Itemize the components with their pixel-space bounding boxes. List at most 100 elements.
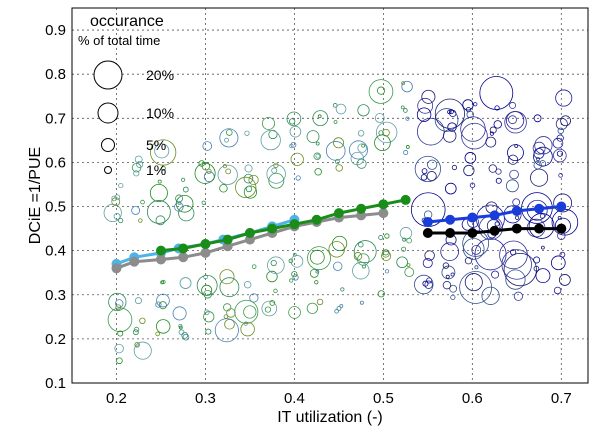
occurrence-bubble — [288, 306, 301, 319]
occurrence-bubble — [556, 134, 564, 142]
occurrence-bubble — [421, 168, 428, 175]
occurrence-bubble — [224, 318, 235, 330]
occurrence-bubble — [414, 274, 434, 295]
occurrence-bubble — [248, 174, 259, 186]
occurrence-bubble — [533, 161, 542, 170]
series-layer — [111, 194, 567, 274]
occurrence-bubble — [182, 333, 190, 341]
occurrence-bubble — [289, 125, 302, 138]
occurrence-bubble — [361, 264, 366, 269]
occurrence-bubble — [182, 186, 189, 193]
occurrence-bubble — [560, 115, 571, 127]
series-point — [222, 234, 233, 245]
occurrence-bubble — [499, 240, 528, 270]
y-tick-label: 0.2 — [45, 331, 66, 348]
occurrence-bubble — [131, 206, 141, 215]
occurrence-bubble — [540, 245, 545, 250]
x-tick-label: 0.3 — [195, 390, 216, 407]
occurrence-bubble — [134, 155, 143, 164]
occurrence-bubble — [269, 300, 276, 306]
occurrence-bubble — [155, 301, 162, 308]
occurrence-bubble — [314, 168, 322, 176]
occurrence-bubble — [205, 328, 212, 335]
occurrence-bubble — [219, 128, 239, 148]
y-tick-label: 0.9 — [45, 22, 66, 39]
occurrence-bubble — [118, 182, 124, 189]
legend: occurance % of total time 20% 10% 5% 1% — [78, 13, 174, 178]
occurrence-bubble — [357, 130, 365, 137]
occurrence-bubble — [442, 262, 450, 269]
occurrence-bubble — [178, 325, 183, 330]
occurrence-bubble — [359, 300, 364, 305]
legend-item-label: 1% — [146, 162, 166, 178]
occurrence-bubble — [240, 321, 255, 337]
x-axis-label: IT utilization (-) — [277, 409, 383, 426]
occurrence-bubble — [353, 240, 377, 263]
series-point — [534, 223, 545, 234]
occurrence-bubble — [447, 122, 457, 132]
occurrence-bubble — [134, 342, 140, 348]
occurrence-bubble — [295, 175, 301, 181]
occurrence-bubble — [508, 115, 517, 125]
series-point — [556, 223, 567, 234]
occurrence-bubble — [401, 246, 407, 252]
y-axis-label: DCiE =1/PUE — [27, 147, 44, 244]
series-point — [445, 214, 456, 225]
occurrence-bubble — [501, 249, 532, 280]
occurrence-bubble — [203, 289, 213, 299]
occurrence-bubble — [377, 290, 385, 298]
occurrence-bubble — [427, 159, 438, 170]
occurrence-bubble — [150, 139, 177, 166]
occurrence-bubble — [404, 267, 415, 278]
occurrence-bubble — [292, 274, 299, 281]
occurrence-bubble — [448, 109, 454, 115]
occurrence-bubble — [178, 323, 183, 329]
occurrence-bubble — [134, 297, 142, 305]
occurrence-bubble — [495, 177, 502, 184]
occurrence-bubble — [158, 301, 167, 310]
occurrence-bubble — [401, 80, 413, 93]
occurrence-bubble — [251, 264, 257, 269]
occurrence-bubble — [535, 156, 540, 161]
y-tick-label: 0.4 — [45, 243, 66, 260]
occurrence-bubble — [309, 268, 319, 278]
occurrence-bubble — [376, 86, 386, 95]
occurrence-bubble — [382, 249, 389, 256]
occurrence-bubble — [334, 308, 339, 314]
occurrence-bubble — [315, 153, 321, 159]
series-point — [400, 194, 411, 205]
occurrence-bubble — [335, 164, 343, 172]
occurrence-bubble — [479, 76, 514, 110]
occurrence-bubble — [426, 171, 437, 182]
occurrence-bubble — [361, 143, 366, 148]
y-tick-label: 0.8 — [45, 66, 66, 83]
legend-item-label: 5% — [146, 137, 166, 153]
occurrence-bubble — [402, 237, 407, 242]
occurrence-bubble — [328, 241, 345, 258]
occurrence-bubble — [333, 137, 345, 149]
occurrence-bubble — [332, 235, 348, 252]
occurrence-bubble — [533, 256, 541, 264]
occurrence-bubble — [493, 120, 502, 129]
occurrence-bubble — [462, 238, 485, 260]
occurrence-bubble — [353, 252, 363, 261]
occurrence-bubble — [339, 304, 344, 308]
occurrence-bubble — [314, 280, 319, 285]
legend-item-label: 10% — [146, 105, 174, 121]
bubble-layer — [103, 76, 579, 365]
occurrence-bubble — [533, 148, 545, 159]
series-point — [445, 228, 456, 238]
occurrence-bubble — [217, 164, 238, 185]
occurrence-bubble — [357, 104, 370, 117]
occurrence-bubble — [115, 299, 124, 308]
occurrence-bubble — [336, 306, 342, 311]
occurrence-bubble — [132, 329, 139, 336]
occurrence-bubble — [512, 198, 521, 207]
occurrence-bubble — [243, 305, 257, 319]
occurrence-bubble — [420, 174, 428, 181]
occurrence-bubble — [368, 79, 394, 104]
occurrence-bubble — [118, 217, 124, 224]
occurrence-bubble — [178, 329, 185, 336]
